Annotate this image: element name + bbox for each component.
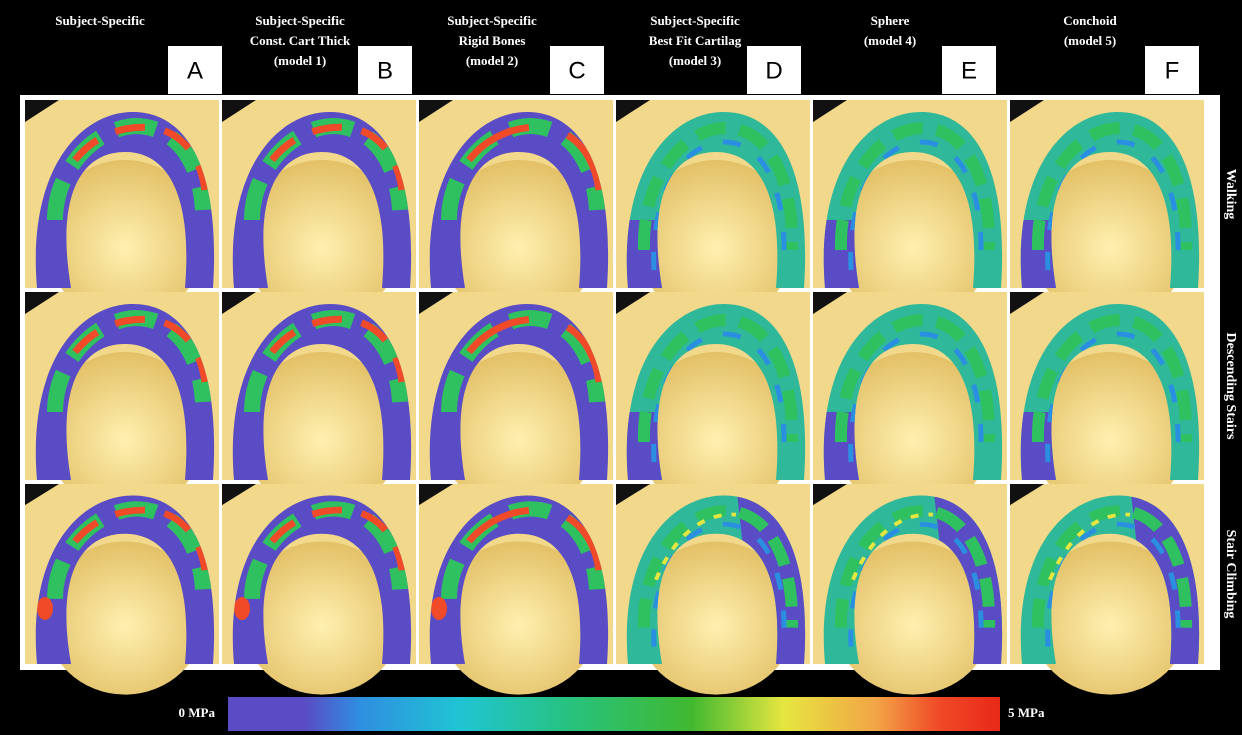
row-label: Stair Climbing: [1223, 530, 1238, 619]
pressure-spot: [37, 597, 53, 620]
pressure-map: [616, 100, 810, 320]
pressure-map: [25, 484, 219, 695]
column-header: Subject-Specific: [255, 13, 345, 28]
column-header: Conchoid: [1063, 13, 1117, 28]
pressure-map: [813, 484, 1007, 695]
row-label: Walking: [1223, 169, 1238, 220]
pressure-map: [25, 100, 219, 320]
pressure-spot: [431, 597, 447, 620]
column-letter: C: [568, 57, 585, 84]
pressure-map: [222, 484, 416, 695]
column-header: (model 2): [466, 53, 518, 68]
pressure-map: [222, 100, 416, 320]
pressure-map: [419, 292, 613, 512]
column-letter: B: [377, 57, 393, 84]
column-header: Subject-Specific: [650, 13, 740, 28]
colorbar-max: 5 MPa: [1008, 705, 1045, 720]
pressure-map: [1010, 100, 1204, 320]
column-header: Subject-Specific: [55, 13, 145, 28]
pressure-map: [1010, 484, 1204, 695]
column-header: Const. Cart Thick: [250, 33, 351, 48]
pressure-map: [813, 100, 1007, 320]
pressure-map: [222, 292, 416, 512]
pressure-map: [616, 484, 810, 695]
pressure-map: [419, 100, 613, 320]
row-label: Descending Stairs: [1223, 333, 1238, 441]
pressure-map: [616, 292, 810, 512]
column-letter: D: [765, 57, 782, 84]
pressure-map: [1010, 292, 1204, 512]
column-header: Best Fit Cartilag: [649, 33, 742, 48]
colorbar-min: 0 MPa: [179, 705, 216, 720]
column-letter: A: [187, 57, 203, 84]
column-header: Rigid Bones: [459, 33, 526, 48]
column-header: (model 5): [1064, 33, 1116, 48]
figure: 0 MPa 5 MPa Subject-Specific A Subject-Spe…: [0, 0, 1242, 735]
column-header: (model 3): [669, 53, 721, 68]
column-letter: F: [1165, 57, 1180, 84]
pressure-spot: [234, 597, 250, 620]
column-letter: E: [961, 57, 977, 84]
pressure-map: [25, 292, 219, 512]
pressure-map: [813, 292, 1007, 512]
colorbar: [228, 697, 1000, 731]
pressure-map: [419, 484, 613, 695]
column-header: Sphere: [871, 13, 910, 28]
column-header: (model 4): [864, 33, 916, 48]
column-header: Subject-Specific: [447, 13, 537, 28]
column-header: (model 1): [274, 53, 326, 68]
